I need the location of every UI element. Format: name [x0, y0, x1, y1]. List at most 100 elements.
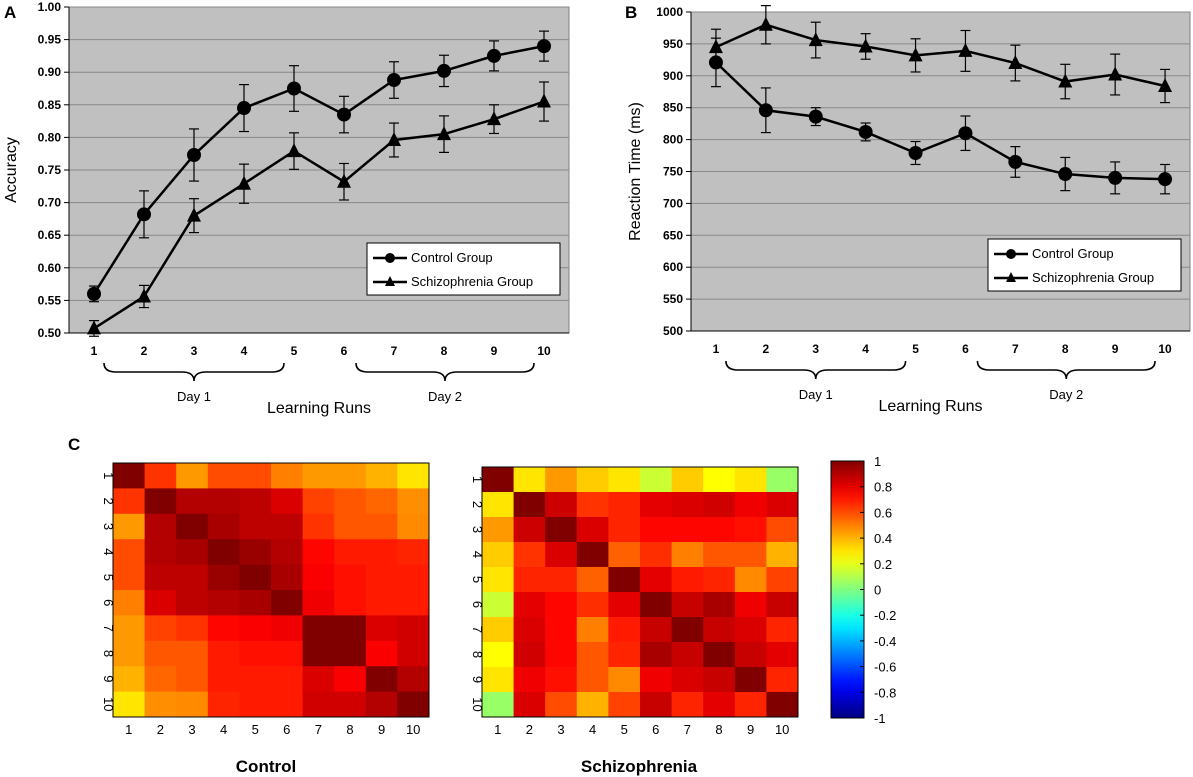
panel-label-c: C	[68, 435, 80, 454]
x-tick-label: 2	[141, 344, 148, 358]
legend-label: Schizophrenia Group	[411, 274, 533, 289]
heatmap-cell	[144, 564, 177, 591]
heatmap-cell	[271, 513, 304, 540]
data-point-control	[437, 63, 451, 78]
heatmap-col-label: 2	[526, 722, 533, 737]
colorbar-tick-label: 1	[874, 454, 881, 469]
series-line-control	[92, 44, 545, 295]
series-line-schizophrenia	[93, 100, 545, 330]
heatmap-cell	[766, 642, 799, 668]
heatmap-cell	[703, 642, 736, 668]
heatmap-cell	[365, 691, 398, 718]
heatmap-cell	[482, 567, 515, 593]
heatmap-frame	[481, 466, 799, 718]
day-brace	[103, 362, 285, 382]
heatmap-col-label: 9	[378, 722, 385, 737]
heatmap-cell	[176, 691, 209, 718]
y-tick-label: 500	[663, 324, 683, 338]
heatmap-cell	[482, 617, 515, 643]
heatmap-cell	[703, 692, 736, 718]
data-point-schizophrenia	[1158, 78, 1173, 93]
panel-label-b: B	[625, 3, 637, 22]
y-tick-label: 0.90	[38, 65, 62, 79]
heatmap-cell	[513, 567, 546, 593]
heatmap-cell	[576, 592, 609, 618]
data-point-control	[137, 207, 151, 222]
heatmap-cell	[365, 463, 398, 489]
heatmap-cell	[207, 691, 240, 718]
heatmap-cell	[482, 642, 515, 668]
chart-accuracy: 0.50 0.55 0.60 0.65 0.70 0.75 0.80 0.85 0.90 0.95…	[3, 0, 570, 417]
x-tick-label: 4	[241, 344, 248, 358]
heatmap-cell	[113, 640, 146, 667]
heatmap-row-label: 9	[101, 675, 116, 682]
y-tick-label: 600	[663, 260, 683, 274]
heatmap-cell	[334, 539, 367, 566]
heatmap-cell	[513, 692, 546, 718]
data-point-schizophrenia	[337, 173, 351, 188]
heatmap-cell	[176, 640, 209, 667]
day-label: Day 1	[177, 389, 211, 404]
day-brace	[725, 360, 907, 380]
heatmap-cell	[365, 488, 398, 515]
heatmap-cell	[207, 463, 240, 489]
heatmap-cell	[608, 492, 641, 518]
day-label: Day 1	[799, 387, 833, 402]
y-tick-label: 650	[663, 228, 683, 242]
heatmap-cell	[734, 617, 767, 643]
heatmap-cell	[302, 513, 335, 540]
data-point-schizophrenia	[87, 320, 101, 335]
data-point-schizophrenia	[237, 175, 251, 190]
heatmap-cell	[397, 564, 430, 591]
y-tick-label: 800	[663, 133, 683, 147]
heatmap-cell	[113, 488, 146, 515]
heatmap-cell	[144, 539, 177, 566]
heatmap-cell	[144, 666, 177, 693]
data-point-control	[808, 109, 823, 124]
colorbar-tick-label: -0.8	[874, 685, 896, 700]
heatmap-cell	[608, 667, 641, 693]
heatmap-cell	[176, 488, 209, 515]
day-label: Day 2	[428, 389, 462, 404]
heatmap-cell	[334, 590, 367, 616]
y-tick-label: 950	[663, 37, 683, 51]
heatmap-cell	[734, 517, 767, 543]
heatmap-cell	[113, 691, 146, 718]
heatmap-cell	[608, 692, 641, 718]
heatmap-cell	[608, 467, 641, 493]
data-point-control	[87, 286, 101, 301]
heatmap-cell	[482, 692, 515, 718]
heatmap-col-label: 3	[188, 722, 195, 737]
heatmap-cell	[671, 692, 704, 718]
heatmap-cell	[513, 467, 546, 493]
heatmap-cell	[482, 542, 515, 568]
colorbar-tick-label: -0.4	[874, 634, 896, 649]
heatmap-cell	[482, 517, 515, 543]
heatmap-cell	[640, 617, 673, 643]
heatmap-cell	[176, 539, 209, 566]
x-tick-label: 3	[191, 344, 198, 358]
heatmap-cell	[271, 640, 304, 667]
heatmap-cell	[734, 592, 767, 618]
heatmap-row-label: 4	[470, 551, 485, 558]
x-tick-label: 9	[491, 344, 498, 358]
heatmap-col-label: 1	[125, 722, 132, 737]
heatmap-cell	[207, 539, 240, 566]
data-point-schizophrenia	[758, 16, 773, 31]
heatmap-cell	[144, 463, 177, 489]
x-tick-label: 9	[1112, 342, 1119, 356]
heatmap-cell	[513, 617, 546, 643]
heatmap-cell	[271, 590, 304, 616]
heatmap-cell	[734, 692, 767, 718]
heatmap-title: Schizophrenia	[581, 757, 698, 776]
y-tick-label: 0.80	[38, 130, 62, 144]
x-tick-label: 5	[912, 342, 919, 356]
heatmap-col-label: 3	[557, 722, 564, 737]
heatmap-row-label: 8	[470, 651, 485, 658]
heatmap-col-label: 2	[157, 722, 164, 737]
x-tick-label: 4	[862, 342, 869, 356]
heatmap-cell	[302, 590, 335, 616]
heatmap-col-label: 8	[346, 722, 353, 737]
day-brace	[355, 362, 535, 382]
